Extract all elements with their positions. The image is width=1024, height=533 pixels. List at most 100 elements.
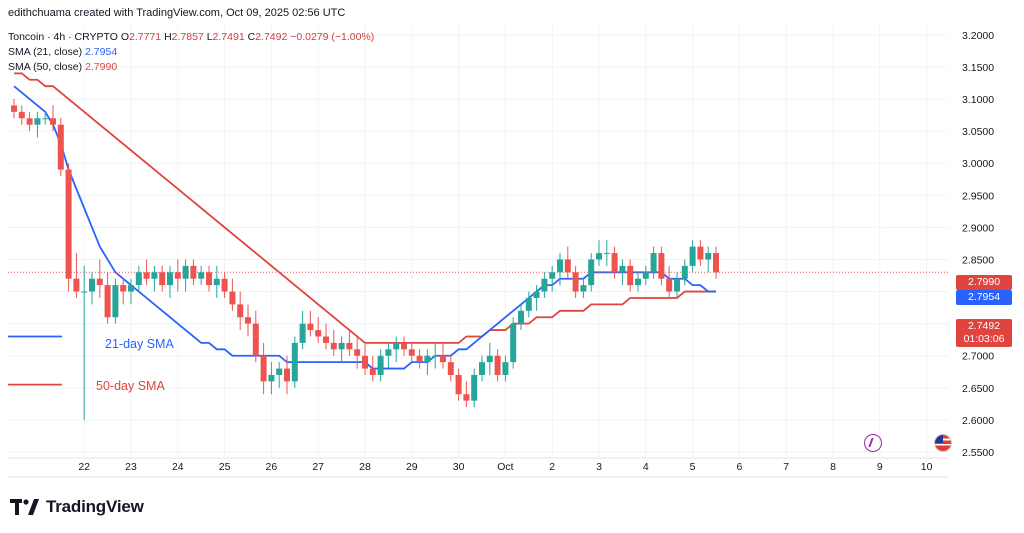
candle (307, 310, 314, 337)
candle (689, 240, 696, 273)
candle (510, 317, 517, 369)
sma50-annotation: 50-day SMA (96, 379, 165, 393)
candle (81, 265, 88, 420)
tradingview-logo[interactable]: TradingView (10, 497, 144, 517)
candle (611, 246, 618, 279)
candle (260, 342, 267, 395)
time-tick-label: 10 (921, 461, 933, 473)
high-label: H (164, 31, 172, 43)
time-tick-label: Oct (497, 461, 513, 473)
time-tick-label: 24 (172, 461, 184, 473)
candle (580, 278, 587, 298)
candle (377, 349, 384, 382)
candle (151, 265, 158, 292)
low-value: 2.7491 (212, 31, 245, 43)
candle (34, 111, 41, 138)
sma50-price-label: 2.7990 (956, 275, 1012, 290)
candle (564, 246, 571, 279)
candle (167, 265, 173, 298)
candle (73, 253, 80, 298)
price-tick-label: 2.5500 (962, 447, 994, 459)
sma21-legend-value: 2.7954 (85, 46, 118, 58)
price-axis: 3.2000 3.1500 3.1000 3.0500 3.0000 2.9500 2.90… (962, 30, 994, 459)
candle (432, 342, 439, 369)
candle (424, 349, 431, 375)
time-tick-label: 7 (783, 461, 789, 473)
candle (323, 323, 329, 350)
sma21-legend[interactable]: SMA (21, close) 2.7954 (8, 46, 117, 58)
candle (650, 246, 657, 279)
candle (190, 259, 197, 286)
price-tick-label: 3.2000 (962, 30, 994, 42)
candle (447, 355, 454, 382)
candle (440, 342, 446, 369)
price-tick-label: 2.8500 (962, 254, 994, 266)
candle (276, 362, 283, 388)
candle (229, 278, 236, 311)
price-tick-label: 2.7000 (962, 351, 994, 363)
candle (65, 163, 72, 292)
time-tick-label: 23 (125, 461, 137, 473)
open-label: O (120, 31, 130, 43)
high-value: 2.7857 (171, 31, 204, 43)
candle (245, 304, 251, 337)
sma21-price-label: 2.7954 (956, 290, 1012, 305)
candle (525, 291, 532, 318)
tradingview-logo-icon (10, 499, 39, 515)
flash-icon[interactable] (864, 434, 882, 452)
candle (159, 265, 166, 292)
candle (42, 111, 49, 125)
price-tick-label: 3.0000 (962, 158, 994, 170)
candle (182, 259, 189, 292)
low-label: L (206, 31, 213, 43)
candle (104, 272, 111, 324)
close-value: 2.7492 (255, 31, 288, 43)
candle (174, 259, 181, 292)
candle (120, 278, 127, 305)
candle (596, 240, 602, 266)
candle (697, 240, 704, 266)
last-price-label: 2.7492 01:03:06 (956, 319, 1012, 347)
time-axis: 22 23 24 25 26 27 28 29 30 Oct 2 3 4 5 6 7 8 9 10 (78, 461, 932, 473)
candle (284, 355, 290, 395)
price-tick-label: 2.9000 (962, 222, 994, 234)
time-tick-label: 29 (406, 461, 418, 473)
candle (291, 336, 298, 388)
sma21-annotation: 21-day SMA (105, 337, 174, 351)
candle (557, 253, 563, 286)
sma50-legend[interactable]: SMA (50, close) 2.7990 (8, 61, 117, 73)
candle (572, 265, 579, 298)
candle (135, 265, 142, 292)
candle (408, 342, 415, 363)
price-tick-label: 2.6500 (962, 383, 994, 395)
candle (89, 272, 95, 305)
price-tick-label: 3.1000 (962, 94, 994, 106)
close-label: C (247, 31, 256, 43)
candle (198, 265, 205, 286)
candle (635, 272, 641, 292)
candle (18, 105, 25, 125)
candle (206, 265, 212, 292)
candle (541, 272, 548, 298)
price-tick-label: 3.1500 (962, 62, 994, 74)
sma21-legend-label: SMA (21, close) (8, 46, 83, 58)
ohlc-legend: Toncoin · 4h · CRYPTO O2.7771 H2.7857 L2… (8, 31, 374, 43)
time-tick-label: 27 (312, 461, 324, 473)
symbol-label[interactable]: Toncoin · 4h · CRYPTO (8, 31, 118, 43)
candle (471, 368, 478, 408)
candle (502, 355, 509, 382)
candle (26, 111, 33, 132)
candle (705, 246, 712, 273)
time-tick-label: 4 (643, 461, 649, 473)
candles (11, 99, 719, 420)
candle (401, 336, 407, 356)
candle (393, 336, 400, 363)
attribution-text: edithchuama created with TradingView.com… (8, 7, 346, 19)
tradingview-brand: TradingView (46, 497, 144, 516)
candle (315, 317, 322, 343)
us-flag-icon[interactable] (934, 434, 952, 452)
candle (588, 253, 595, 292)
candle (11, 99, 17, 119)
sma50-legend-value: 2.7990 (85, 61, 118, 73)
